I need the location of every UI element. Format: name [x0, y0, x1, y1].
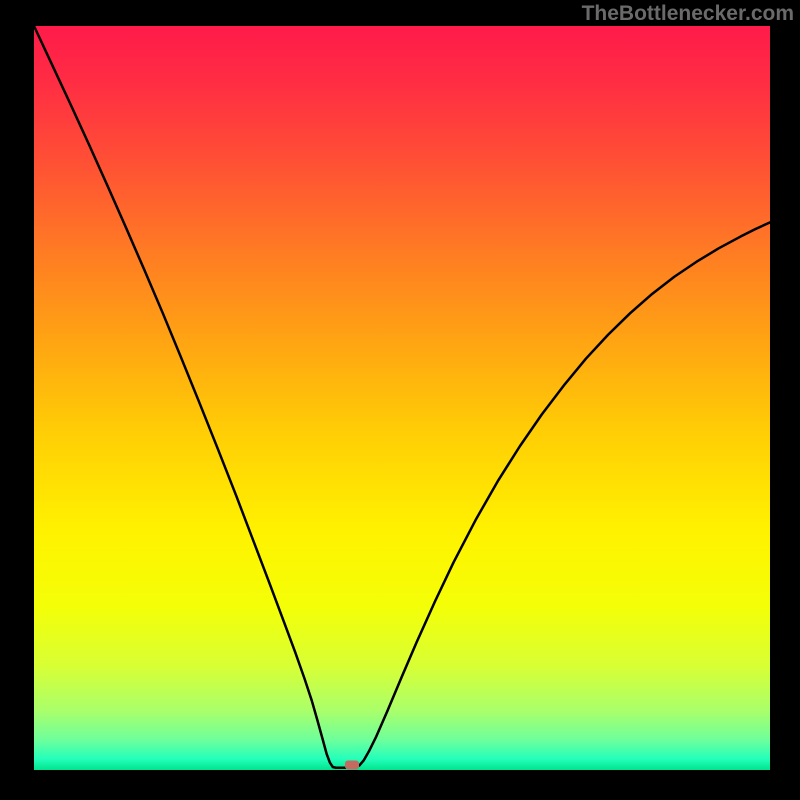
watermark-text: TheBottlenecker.com	[582, 2, 794, 26]
optimum-marker	[345, 760, 359, 769]
chart-container: TheBottlenecker.com	[0, 0, 800, 800]
bottleneck-curve	[34, 26, 770, 770]
plot-area	[34, 26, 770, 770]
curve-path	[34, 26, 770, 768]
